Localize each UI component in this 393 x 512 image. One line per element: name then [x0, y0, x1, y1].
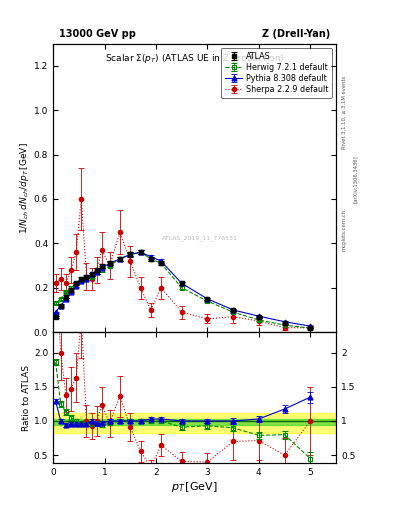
Text: ATLAS_2019_11_776531: ATLAS_2019_11_776531	[162, 236, 238, 242]
Text: Rivet 3.1.10, ≥ 3.1M events: Rivet 3.1.10, ≥ 3.1M events	[342, 76, 346, 150]
X-axis label: $p_T\,[\mathrm{GeV}]$: $p_T\,[\mathrm{GeV}]$	[171, 480, 218, 494]
Text: [arXiv:1306.3436]: [arXiv:1306.3436]	[353, 155, 358, 203]
Text: mcplots.cern.ch: mcplots.cern.ch	[342, 209, 346, 251]
Bar	[53, 419, 336, 425]
Bar	[53, 413, 336, 433]
Text: Z (Drell-Yan): Z (Drell-Yan)	[262, 29, 331, 39]
Legend: ATLAS, Herwig 7.2.1 default, Pythia 8.308 default, Sherpa 2.2.9 default: ATLAS, Herwig 7.2.1 default, Pythia 8.30…	[220, 48, 332, 98]
Y-axis label: Ratio to ATLAS: Ratio to ATLAS	[22, 365, 31, 431]
Text: 13000 GeV pp: 13000 GeV pp	[59, 29, 136, 39]
Text: Scalar $\Sigma(p_T)$ (ATLAS UE in Z production): Scalar $\Sigma(p_T)$ (ATLAS UE in Z prod…	[105, 52, 284, 65]
Y-axis label: $1/N_{ch}\,dN_{ch}/dp_T\,[\mathrm{GeV}]$: $1/N_{ch}\,dN_{ch}/dp_T\,[\mathrm{GeV}]$	[18, 142, 31, 233]
